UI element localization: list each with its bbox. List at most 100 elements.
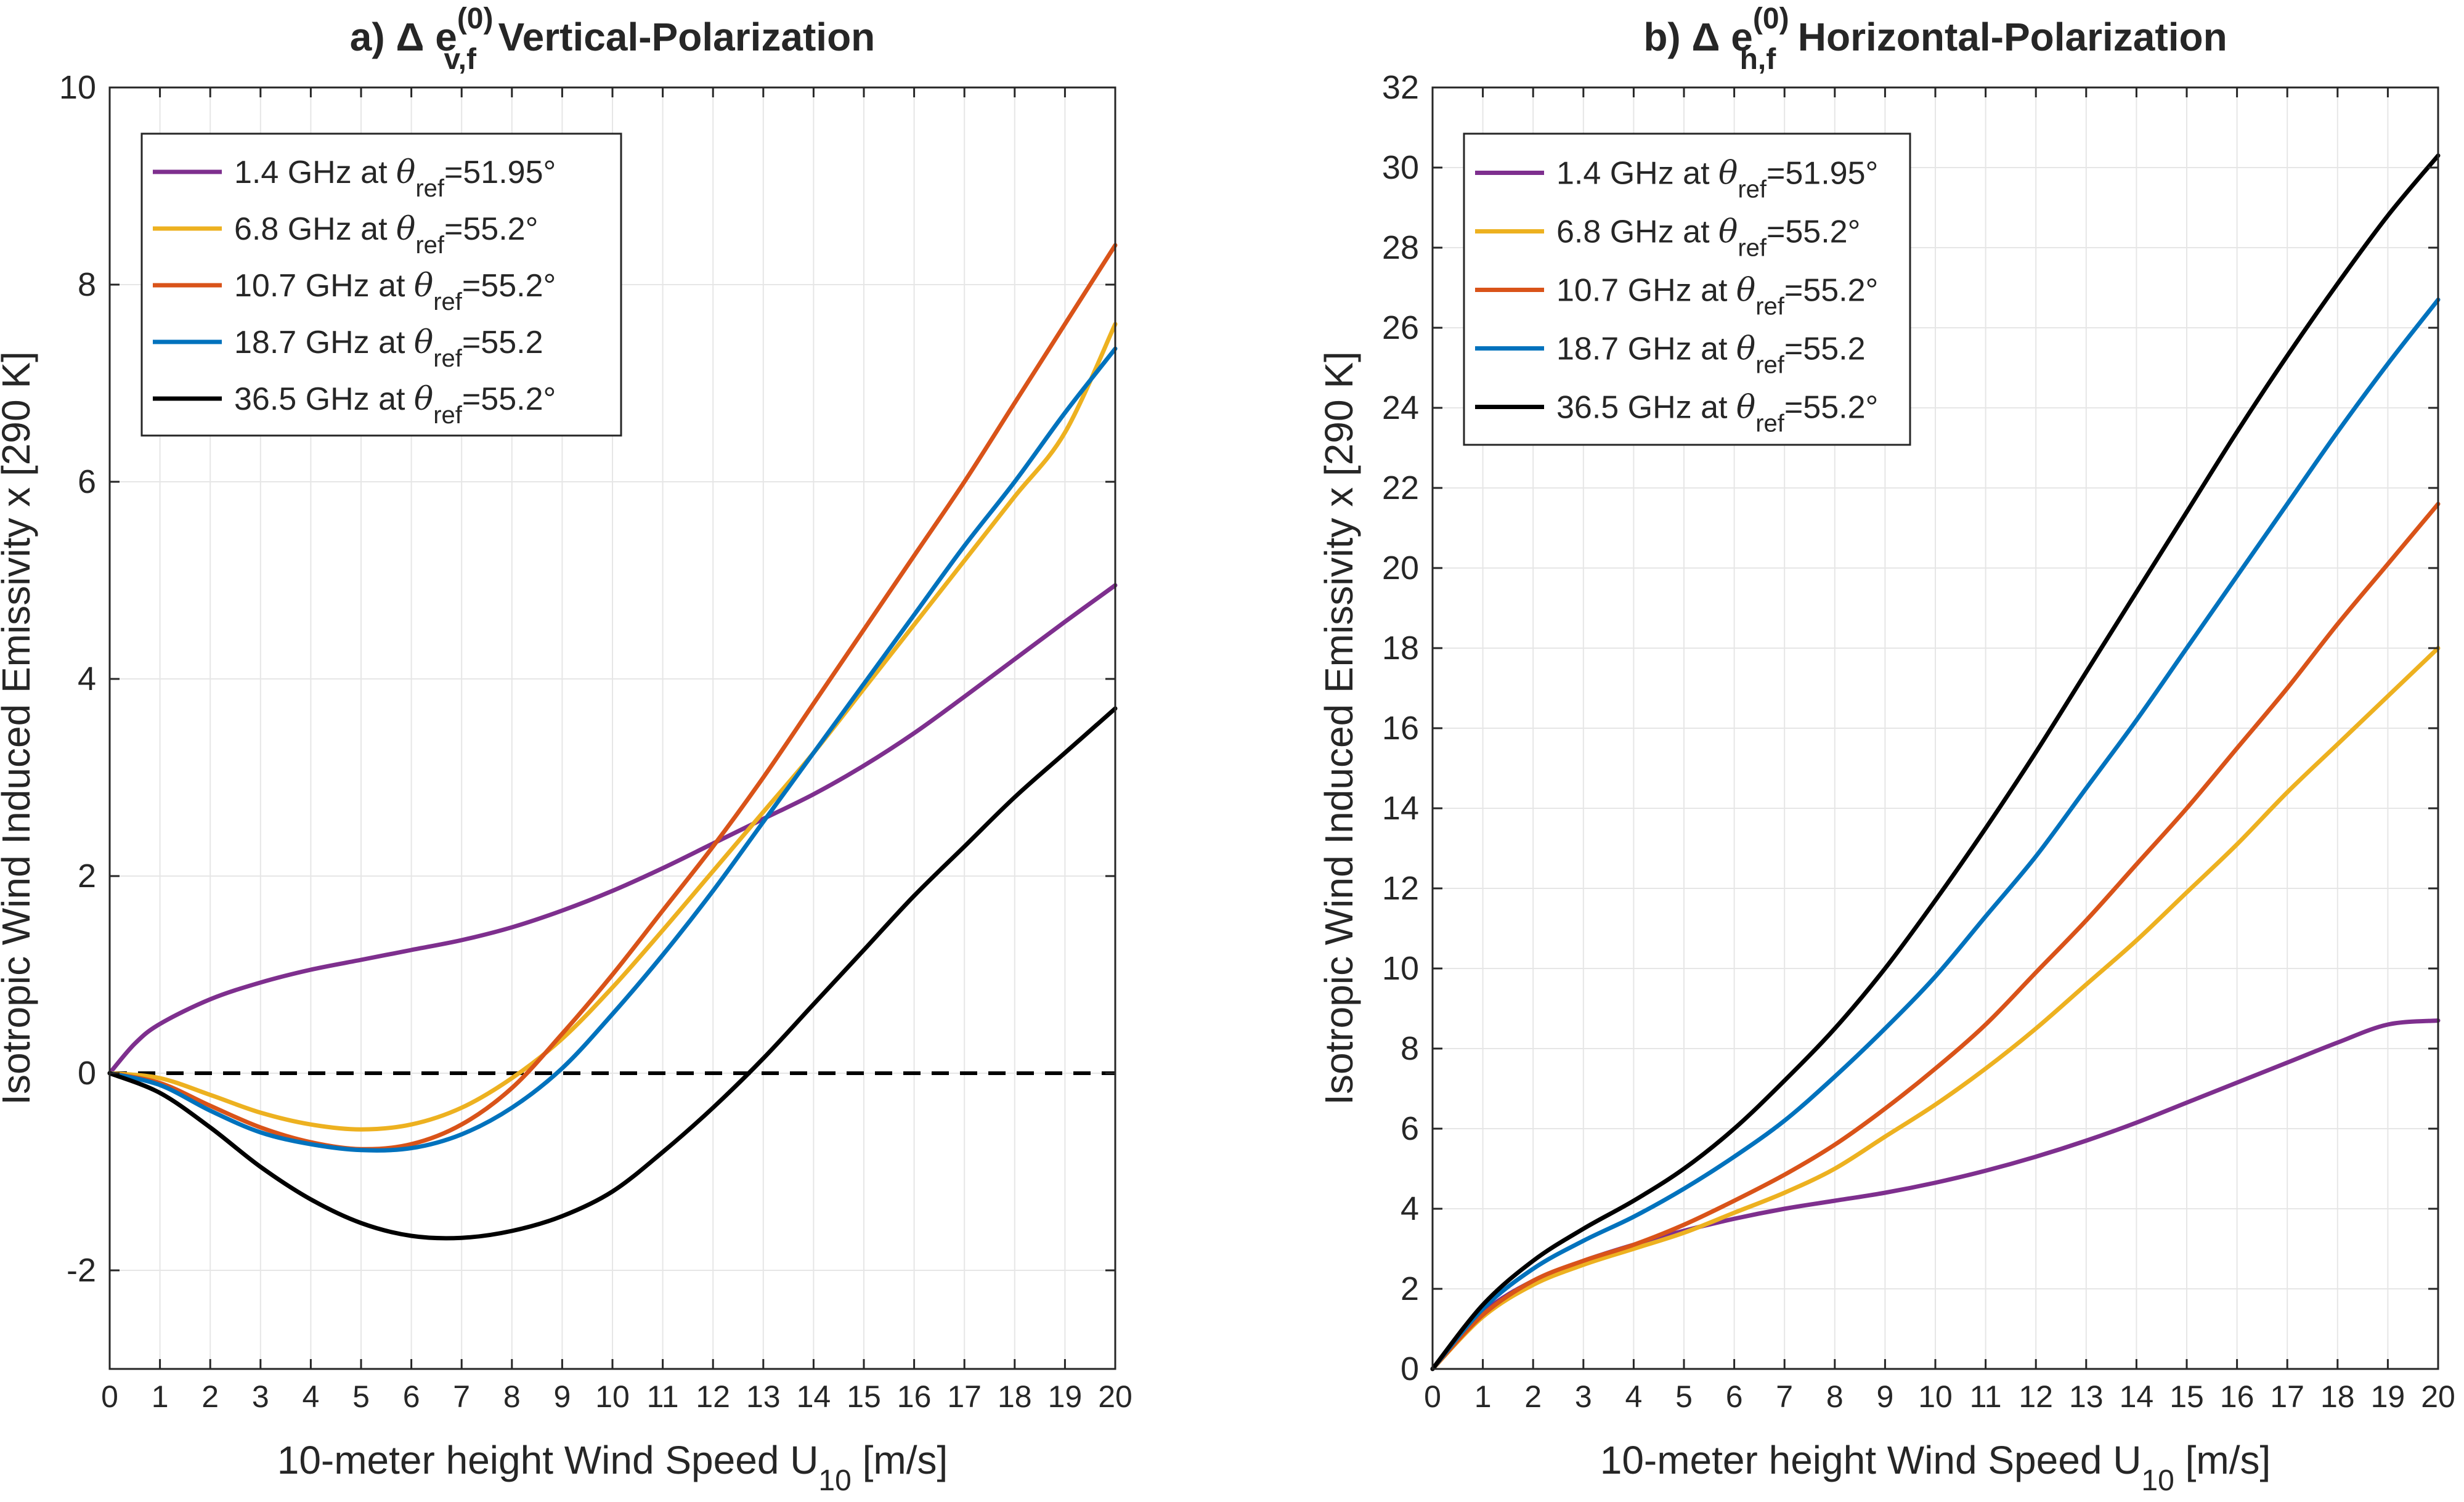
y-tick-label: 8	[1401, 1030, 1419, 1067]
legend-entry-subscript: ref	[1755, 293, 1785, 320]
x-tick-label: 12	[2019, 1379, 2053, 1414]
y-tick-label: 2	[1401, 1270, 1419, 1307]
y-tick-label: 18	[1382, 630, 1419, 667]
series-line-1	[1430, 646, 2441, 1371]
y-tick-label: 0	[78, 1055, 96, 1092]
legend-entry-value: =55.2	[1784, 331, 1866, 367]
y-tick-label: 20	[1382, 550, 1419, 587]
y-tick-label: 24	[1382, 389, 1419, 426]
x-tick-label: 2	[201, 1379, 219, 1414]
legend-entry-subscript: ref	[1738, 176, 1767, 203]
y-tick-label: 6	[1401, 1110, 1419, 1147]
y-tick-label: 26	[1382, 309, 1419, 346]
x-tick-label: 17	[947, 1379, 982, 1414]
x-tick-label: 14	[797, 1379, 831, 1414]
y-tick-label: 32	[1382, 69, 1419, 106]
x-tick-label: 9	[1876, 1379, 1893, 1414]
y-tick-label: 28	[1382, 229, 1419, 266]
legend-entry-2: 10.7 GHz at θref=55.2°	[1556, 272, 1878, 320]
legend-entry-3: 18.7 GHz at θref=55.2	[1556, 331, 1866, 379]
legend-entry-value: =55.2	[462, 325, 543, 360]
x-axis-label-subscript: 10	[2141, 1464, 2174, 1497]
x-tick-label: 5	[352, 1379, 370, 1414]
legend-entry-theta: θ	[1736, 272, 1755, 309]
y-tick-label: 4	[1401, 1190, 1419, 1227]
legend-entry-1: 6.8 GHz at θref=55.2°	[234, 211, 538, 259]
legend-entry-theta: θ	[1718, 155, 1738, 192]
series-line-4	[1430, 153, 2441, 1371]
x-tick-label: 9	[553, 1379, 571, 1414]
x-tick-label: 19	[1048, 1379, 1083, 1414]
x-tick-label: 20	[1098, 1379, 1132, 1414]
y-tick-label: 30	[1382, 149, 1419, 186]
x-axis-label-text: 10-meter height Wind Speed U	[1600, 1438, 2142, 1482]
legend-entry-0: 1.4 GHz at θref=51.95°	[1556, 155, 1878, 203]
x-tick-label: 5	[1675, 1379, 1693, 1414]
x-tick-label: 1	[1474, 1379, 1492, 1414]
legend-entry-text: 1.4 GHz at	[1556, 156, 1718, 192]
chart-title: a) Δ e(0) v,f Vertical-Polarization	[350, 2, 876, 76]
x-tick-label: 10	[1918, 1379, 1953, 1414]
x-tick-label: 3	[1575, 1379, 1592, 1414]
x-tick-label: 16	[2220, 1379, 2255, 1414]
x-tick-label: 2	[1524, 1379, 1542, 1414]
y-tick-label: 12	[1382, 870, 1419, 907]
series-line-3	[1430, 298, 2441, 1371]
legend-entry-value: =55.2°	[1784, 273, 1878, 309]
x-tick-label: 6	[403, 1379, 420, 1414]
x-tick-label: 0	[101, 1379, 118, 1414]
legend-entry-text: 18.7 GHz at	[1556, 331, 1736, 367]
series-line-2	[1430, 501, 2441, 1371]
y-axis-label: Isotropic Wind Induced Emissivity x [290…	[1317, 351, 1361, 1105]
legend-entry-text: 10.7 GHz at	[234, 268, 414, 304]
legend-entry-text: 1.4 GHz at	[234, 155, 396, 190]
x-tick-label: 18	[998, 1379, 1032, 1414]
x-tick-label: 7	[453, 1379, 470, 1414]
y-tick-label: 8	[78, 266, 96, 303]
chart-title-suffix: Vertical-Polarization	[476, 15, 875, 59]
y-tick-label: 10	[1382, 950, 1419, 987]
legend-entry-subscript: ref	[1755, 352, 1785, 379]
x-tick-label: 11	[647, 1379, 679, 1414]
chart-title-suffix: Horizontal-Polarization	[1776, 15, 2227, 59]
y-tick-label: -2	[67, 1252, 96, 1289]
legend-entry-value: =51.95°	[444, 155, 556, 190]
x-tick-label: 16	[897, 1379, 932, 1414]
series-line-1	[107, 322, 1118, 1132]
chart-title-superscript: (0)	[1753, 2, 1789, 35]
legend-entry-value: =55.2°	[462, 268, 556, 304]
chart-panel-a: 0 1 2 3 4 5 6 7 8 9 10 11 12 13 14 15 16 17 18 19 20-2024681…	[0, 2, 1132, 1497]
legend-entry-theta: θ	[1718, 214, 1738, 251]
legend-entry-value: =55.2°	[1767, 214, 1860, 250]
legend-entry-theta: θ	[396, 154, 415, 191]
grid	[1432, 87, 2439, 1370]
x-axis-label: 10-meter height Wind Speed U10 [m/s]	[1600, 1438, 2271, 1497]
x-tick-label: 15	[2169, 1379, 2204, 1414]
x-tick-label: 10	[595, 1379, 630, 1414]
legend-entry-theta: θ	[414, 267, 433, 304]
x-tick-label: 19	[2371, 1379, 2405, 1414]
legend-entry-2: 10.7 GHz at θref=55.2°	[234, 267, 556, 315]
legend-entry-4: 36.5 GHz at θref=55.2°	[1556, 389, 1878, 437]
x-tick-label: 4	[1625, 1379, 1642, 1414]
chart-title-subscript: v,f	[444, 43, 476, 76]
x-tick-label: 1	[152, 1379, 169, 1414]
chart-title-subscript: h,f	[1740, 43, 1777, 76]
x-axis-label-unit: [m/s]	[852, 1438, 948, 1482]
x-tick-label: 7	[1776, 1379, 1793, 1414]
x-tick-label: 20	[2421, 1379, 2455, 1414]
legend-entry-value: =55.2°	[444, 211, 538, 247]
legend-entry-theta: θ	[414, 324, 433, 361]
legend-entry-text: 36.5 GHz at	[1556, 390, 1736, 426]
x-axis-label-subscript: 10	[818, 1464, 851, 1497]
y-tick-label: 14	[1382, 790, 1419, 827]
legend-entry-1: 6.8 GHz at θref=55.2°	[1556, 214, 1860, 262]
x-axis-label-unit: [m/s]	[2174, 1438, 2271, 1482]
legend-entry-subscript: ref	[415, 175, 445, 202]
x-tick-label: 8	[503, 1379, 521, 1414]
x-tick-label: 3	[252, 1379, 269, 1414]
legend-entry-value: =55.2°	[462, 381, 556, 417]
legend-entry-subscript: ref	[415, 232, 445, 259]
x-tick-label: 12	[696, 1379, 730, 1414]
